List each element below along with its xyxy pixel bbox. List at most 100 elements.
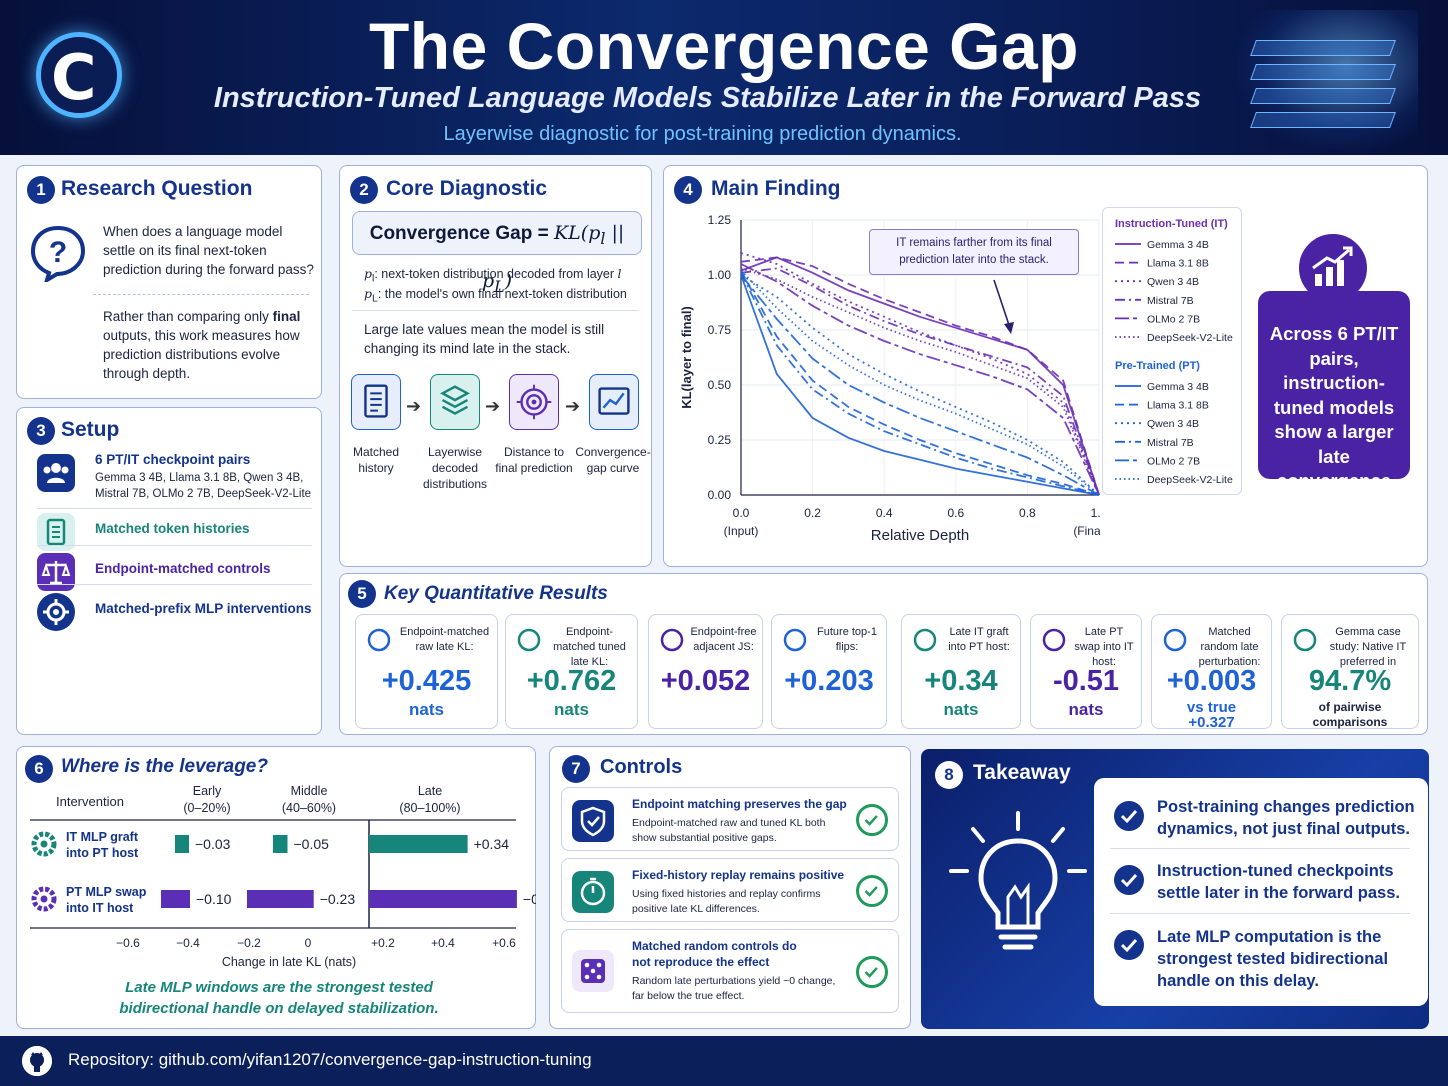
axis-tick-label: −0.4 [176, 936, 200, 950]
pipeline-label: Convergence-gap curve [575, 445, 651, 475]
y-tick-label: 0.50 [708, 378, 732, 392]
core-diagnostic-panel: 2 Core Diagnostic Convergence Gap = KL(p… [339, 165, 652, 567]
result-card: Late PT swap into IT host: -0.51 nats [1030, 614, 1142, 729]
setup-item-label: Matched token histories [95, 521, 250, 536]
setup-item-pairs: 6 PT/IT checkpoint pairs Gemma 3 4B, Lla… [37, 452, 312, 502]
legend-label: Qwen 3 4B [1147, 276, 1199, 288]
legend-label: OLMo 2 7B [1147, 455, 1200, 467]
result-card: Matched random late perturbation: +0.003 v… [1151, 614, 1272, 730]
series-line-it-gemma-3-4b [740, 256, 1100, 496]
result-label: Endpoint-free adjacent JS: [690, 626, 757, 653]
leverage-bar [369, 890, 517, 908]
legend-label: OLMo 2 7B [1147, 313, 1200, 325]
series-line-it-llama-3-1-8b [740, 256, 1100, 496]
series-line-pt-llama-3-1-8b [740, 270, 1100, 496]
control-desc: Endpoint-matched raw and tuned KL both s… [632, 817, 826, 844]
gear-icon [31, 831, 57, 857]
leverage-bar [161, 890, 190, 908]
setup-item-controls: Endpoint-matched controls [37, 551, 312, 591]
result-value: +0.203 [784, 665, 874, 697]
section-number: 7 [562, 755, 590, 783]
divider [37, 545, 312, 546]
column-header: Middle [291, 784, 328, 798]
section-number: 1 [27, 176, 55, 204]
axis-tick-label: 0 [305, 936, 312, 950]
column-header: Intervention [56, 794, 124, 809]
gear-hub [40, 895, 48, 903]
takeaway-item: Instruction-tuned checkpoints settle lat… [1157, 862, 1400, 902]
x-tick-label: 1.0 [1091, 506, 1100, 520]
balance-scale-icon [37, 553, 75, 591]
repository-link[interactable]: Repository: github.com/yifan1207/converg… [68, 1050, 592, 1069]
x-tick-sublabel: (Final Layer) [1073, 524, 1100, 538]
result-unit: nats [409, 700, 444, 719]
result-value: +0.003 [1166, 665, 1257, 697]
definition-p-L: pL: the model's own final next-token dis… [364, 286, 627, 305]
divider [1110, 913, 1410, 914]
section-number: 6 [25, 755, 53, 783]
link-icon [517, 628, 541, 652]
control-title: Matched random controls do not reproduce… [632, 939, 797, 969]
setup-item-label: Endpoint-matched controls [95, 561, 271, 576]
x-axis-label: Relative Depth [871, 527, 969, 544]
bar-value-label: −0.51 [523, 891, 536, 907]
svg-text:?: ? [49, 236, 67, 269]
check-circle-icon [1114, 930, 1144, 960]
series-line-it-deepseek-v2-lite [740, 267, 1100, 496]
legend-group-title: Pre-Trained (PT) [1115, 360, 1200, 372]
link-icon [367, 628, 391, 652]
section-title: Controls [600, 756, 683, 778]
callout-arrow [993, 279, 1014, 334]
convergence-gap-chart: 0.00 0.25 0.50 0.75 1.00 1.25 0.0 (Input) 0.2 0.4… [679, 213, 1100, 544]
column-header: Late [418, 784, 442, 798]
setup-item-histories: Matched token histories [37, 511, 312, 551]
column-range: (40–60%) [282, 801, 336, 815]
convergence-gap-formula: Convergence Gap = KL(pl || pL) [352, 211, 642, 296]
page-tagline: Layerwise diagnostic for post-training p… [443, 123, 962, 145]
bar-value-label: −0.23 [320, 891, 356, 907]
result-value: +0.34 [924, 665, 998, 697]
result-value: +0.052 [660, 665, 751, 697]
bar-value-label: +0.34 [474, 836, 510, 852]
row-label: into IT host [66, 901, 134, 915]
research-question-panel: 1 Research Question ? When does a langua… [16, 165, 322, 399]
result-value: 94.7% [1308, 665, 1392, 697]
logo-icon: C [36, 32, 122, 118]
setup-pairs-models: Gemma 3 4B, Llama 3.1 8B, Qwen 3 4B, Mis… [95, 472, 312, 500]
shield-icon [572, 800, 614, 842]
footer: Repository: github.com/yifan1207/converg… [0, 1036, 1448, 1086]
chart-callout: IT remains farther from its final predic… [869, 229, 1079, 275]
section-title: Setup [61, 418, 120, 441]
download-icon [1042, 628, 1066, 652]
control-title: Fixed-history replay remains positive [632, 868, 845, 882]
setup-pairs-title: 6 PT/IT checkpoint pairs [95, 452, 251, 467]
result-card: Gemma case study: Native IT preferred in… [1281, 614, 1419, 729]
result-card: Endpoint-matched tuned late KL: +0.762 nat… [505, 614, 638, 729]
section-title: Where is the leverage? [61, 756, 268, 777]
column-range: (80–100%) [399, 801, 460, 815]
result-card: Late IT graft into PT host: +0.34 nats [901, 614, 1021, 729]
layers-icon [430, 374, 480, 430]
setup-item-interventions: Matched-prefix MLP interventions [37, 591, 312, 631]
setup-item-label: Matched-prefix MLP interventions [95, 601, 312, 616]
legend-label: Mistral 7B [1147, 437, 1194, 449]
section-number: 4 [674, 176, 702, 204]
series-line-pt-gemma-3-4b [740, 274, 1100, 496]
control-title: Endpoint matching preserves the gap [632, 797, 847, 811]
section-number: 8 [935, 761, 963, 789]
control-desc: Random late perturbations yield ~0 chang… [632, 975, 836, 1002]
divider [37, 584, 312, 585]
pipeline-arrow-icon: ➔ [406, 396, 422, 416]
y-tick-label: 0.75 [708, 323, 732, 337]
github-icon[interactable] [22, 1046, 52, 1076]
result-unit: nats [1068, 700, 1104, 719]
y-tick-label: 1.00 [708, 268, 732, 282]
series-line-it-olmo-2-7b [740, 263, 1100, 496]
star-badge-icon [1293, 628, 1317, 652]
legend-label: Gemma 3 4B [1147, 239, 1209, 251]
axis-tick-label: +0.4 [431, 936, 455, 950]
document-icon [37, 513, 75, 551]
gear-hub [40, 840, 48, 848]
checkmark-icon [856, 804, 888, 836]
x-tick-label: 0.0 [733, 506, 750, 520]
